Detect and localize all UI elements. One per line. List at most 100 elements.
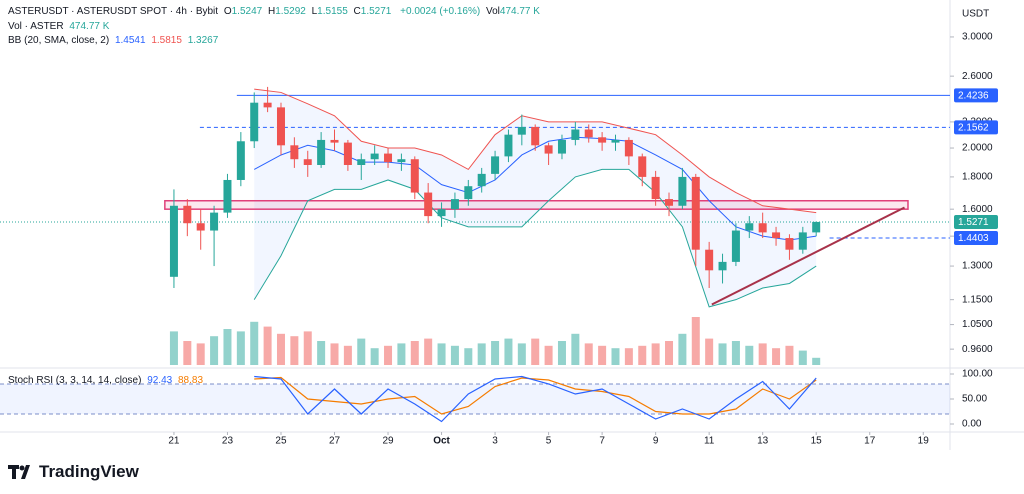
stoch-band-fill bbox=[0, 384, 950, 414]
volume-bar bbox=[343, 345, 352, 365]
candle-body bbox=[223, 179, 232, 213]
candle-body bbox=[504, 134, 513, 157]
stoch-y-tick-label: 100.00 bbox=[962, 369, 993, 380]
h-val: 1.5292 bbox=[275, 6, 306, 17]
vol-pane-value: 474.77 K bbox=[69, 21, 110, 32]
candle-body bbox=[798, 232, 807, 250]
candle-body bbox=[397, 159, 406, 163]
volume-bar bbox=[772, 348, 781, 365]
volume-bar bbox=[450, 345, 459, 365]
volume-bar bbox=[169, 331, 178, 365]
x-tick-label: 11 bbox=[704, 436, 715, 447]
volume-bar bbox=[276, 333, 285, 365]
volume-bar bbox=[731, 341, 740, 365]
y-tick-label: 2.0000 bbox=[962, 143, 993, 154]
bb-upper: 1.5815 bbox=[151, 35, 182, 46]
candle-body bbox=[517, 126, 526, 135]
candle-body bbox=[464, 186, 473, 200]
candle-body bbox=[491, 156, 500, 174]
candle-body bbox=[357, 159, 366, 165]
candle-body bbox=[410, 159, 419, 193]
volume-bar bbox=[705, 338, 714, 365]
x-tick-label: 13 bbox=[757, 436, 769, 447]
change: +0.0024 (+0.16%) bbox=[400, 6, 481, 17]
x-tick-label: 29 bbox=[382, 436, 394, 447]
x-tick-label: 5 bbox=[546, 436, 552, 447]
y-tick-label: 3.0000 bbox=[962, 32, 993, 43]
candle-body bbox=[250, 102, 259, 142]
stoch-d: 88.83 bbox=[178, 375, 204, 386]
vol-key: Vol bbox=[486, 6, 500, 17]
o-key: O bbox=[223, 6, 232, 17]
candle-body bbox=[598, 137, 607, 143]
y-tick-label: 1.0500 bbox=[962, 319, 993, 330]
candle-body bbox=[424, 192, 433, 217]
candle-body bbox=[544, 145, 553, 154]
candle-body bbox=[236, 141, 245, 180]
candle-body bbox=[169, 205, 178, 277]
candle-body bbox=[531, 126, 540, 146]
candle-body bbox=[263, 102, 272, 108]
volume-bar bbox=[236, 331, 245, 365]
candle-body bbox=[772, 232, 781, 239]
candle-body bbox=[330, 139, 339, 143]
volume-bar bbox=[504, 338, 513, 365]
volume-bar bbox=[624, 348, 633, 365]
candle-body bbox=[210, 212, 219, 231]
volume-bar bbox=[544, 345, 553, 365]
volume-bar bbox=[611, 348, 620, 365]
candle-body bbox=[584, 129, 593, 138]
stoch-y-tick-label: 0.00 bbox=[962, 419, 982, 430]
price-tag bbox=[954, 120, 998, 135]
volume-bar bbox=[785, 345, 794, 365]
volume-bar bbox=[250, 321, 259, 365]
candle-body bbox=[437, 209, 446, 217]
price-tag-label: 1.4403 bbox=[958, 233, 989, 244]
candle-body bbox=[758, 223, 767, 233]
brand: TradingView bbox=[8, 462, 139, 482]
brand-name: TradingView bbox=[39, 462, 139, 481]
candle-body bbox=[624, 139, 633, 157]
vol-val: 474.77 K bbox=[499, 6, 540, 17]
volume-bar bbox=[357, 338, 366, 365]
candle-body bbox=[651, 176, 660, 200]
bb-basis: 1.4541 bbox=[114, 35, 146, 46]
volume-bar bbox=[317, 341, 326, 365]
candle-body bbox=[812, 221, 821, 233]
bb-label: BB (20, SMA, close, 2) bbox=[8, 35, 110, 46]
price-tag bbox=[954, 88, 998, 103]
volume-bar bbox=[263, 326, 272, 365]
volume-bar bbox=[196, 343, 205, 365]
volume-bar bbox=[718, 343, 727, 365]
candle-body bbox=[665, 199, 674, 206]
y-tick-label: 1.3000 bbox=[962, 261, 993, 272]
x-tick-label: 15 bbox=[811, 436, 823, 447]
candle-body bbox=[745, 223, 754, 231]
volume-bar bbox=[290, 336, 299, 365]
volume-bar bbox=[437, 343, 446, 365]
price-tag-label: 2.4236 bbox=[958, 91, 989, 102]
legend-volume: Vol · ASTER 474.77 K bbox=[8, 21, 112, 32]
candle-body bbox=[276, 107, 285, 146]
candle-body bbox=[718, 261, 727, 271]
brand-logo bbox=[8, 465, 30, 479]
candle-body bbox=[450, 199, 459, 210]
volume-bar bbox=[397, 343, 406, 365]
c-key: C bbox=[353, 6, 361, 17]
candle-body bbox=[290, 145, 299, 160]
c-val: 1.5271 bbox=[360, 6, 392, 17]
candle-body bbox=[370, 153, 379, 160]
o-val: 1.5247 bbox=[231, 6, 263, 17]
legend-main: ASTERUSDT · ASTERUSDT SPOT · 4h · Bybit … bbox=[8, 6, 543, 17]
candle-body bbox=[343, 142, 352, 165]
volume-bar bbox=[477, 343, 486, 365]
candle-body bbox=[678, 176, 687, 206]
y-tick-label: 1.6000 bbox=[962, 204, 993, 215]
candle-body bbox=[638, 156, 647, 177]
volume-bar bbox=[330, 343, 339, 365]
volume-bar bbox=[798, 350, 807, 365]
volume-bar bbox=[183, 341, 192, 365]
candle-body bbox=[731, 230, 740, 262]
stoch-k: 92.43 bbox=[147, 375, 173, 386]
